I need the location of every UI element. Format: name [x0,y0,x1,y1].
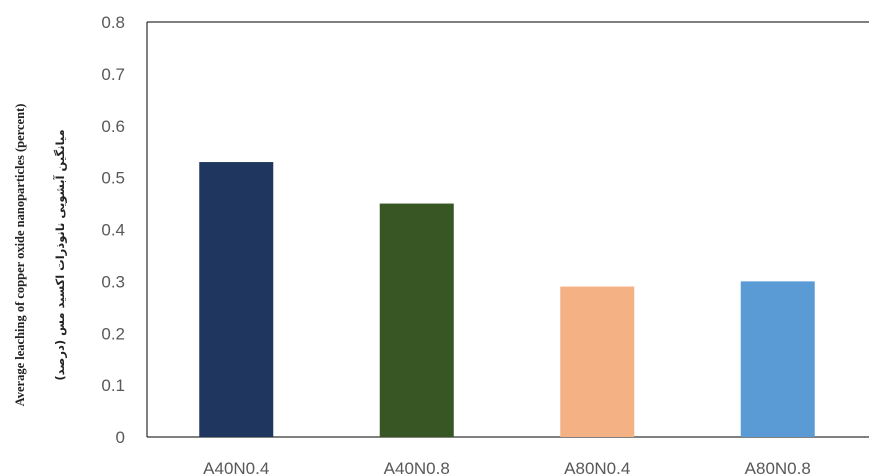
y-tick-label: 0.7 [101,65,125,84]
y-tick-label: 0.2 [101,324,125,343]
bars [199,162,815,437]
x-category-label: A80N0.8 [745,459,811,476]
y-axis-ticks: 0 0.1 0.2 0.3 0.4 0.5 0.6 0.7 0.8 [101,13,125,447]
x-axis-categories: A40N0.4 A40N0.8 A80N0.4 A80N0.8 [203,459,811,476]
x-category-label: A80N0.4 [564,459,630,476]
bar-a40n0-8 [379,203,454,437]
y-tick-label: 0.8 [101,13,125,32]
bar-a80n0-4 [560,286,635,437]
y-tick-label: 0 [116,428,125,447]
x-category-label: A40N0.4 [203,459,269,476]
y-axis-label-persian: میانگین آبشویی نانوذرات اکسید مس (درصد) [53,129,68,380]
y-tick-label: 0.5 [101,169,125,188]
y-tick-label: 0.4 [101,221,125,240]
y-tick-label: 0.3 [101,272,125,291]
y-tick-label: 0.6 [101,117,125,136]
y-tick-label: 0.1 [101,376,125,395]
y-axis-label: Average leaching of copper oxide nanopar… [13,104,27,407]
bar-a80n0-8 [740,281,815,437]
x-category-label: A40N0.8 [384,459,450,476]
bar-a40n0-4 [199,162,274,437]
